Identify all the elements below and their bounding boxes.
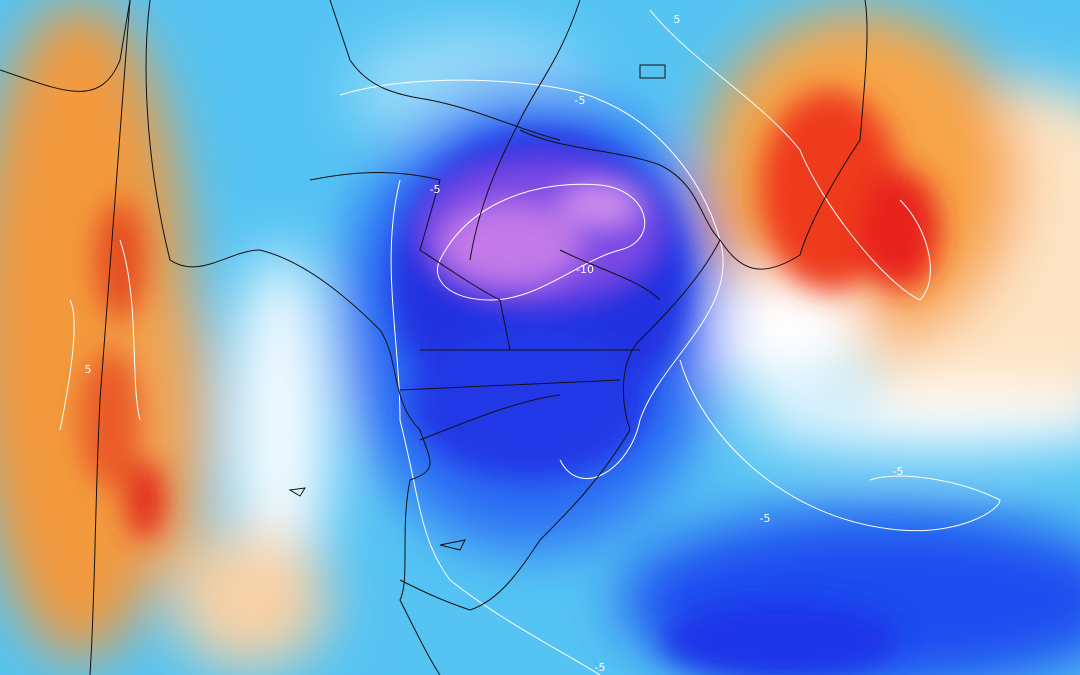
contour-labels: -5 -5 -10 5 5 -5 -5 -5 [85,13,904,674]
border [399,249,661,441]
contour-label: -5 [893,465,904,478]
contour [437,183,646,301]
border [309,172,501,301]
contour-label: -5 [575,94,586,107]
island [639,64,666,79]
coastline [0,0,131,92]
coastline [519,0,868,270]
border [259,249,421,431]
contour-label: 5 [674,13,681,26]
contour [59,239,141,431]
contour-label: -10 [576,263,594,276]
contour-lines [59,9,1001,675]
contour [649,9,931,301]
border [329,0,561,141]
contour [339,79,724,675]
border [145,0,261,268]
coastline [399,239,721,611]
contour-label: -5 [595,661,606,674]
island [288,487,466,551]
contour-label: -5 [760,512,771,525]
coastline [399,429,441,675]
borders [0,0,868,675]
contour-label: 5 [85,363,92,376]
border [469,0,581,261]
contour [679,359,1001,532]
contour-label: -5 [430,183,441,196]
